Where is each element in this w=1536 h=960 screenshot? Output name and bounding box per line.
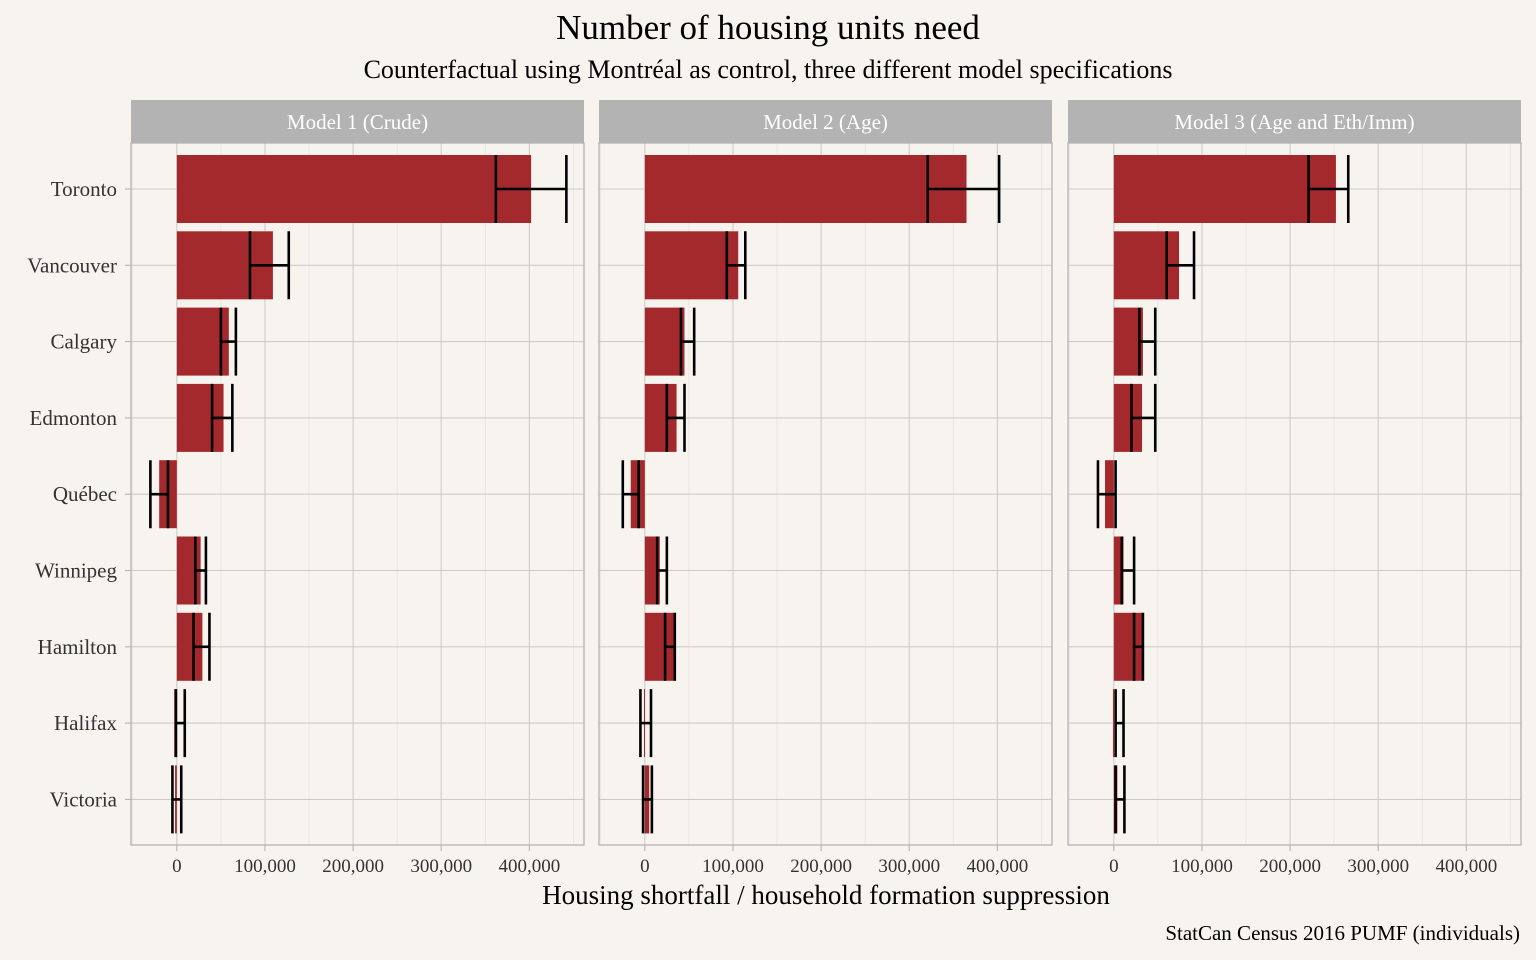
chart-title: Number of housing units need (556, 8, 980, 47)
bar-vancouver (644, 231, 739, 300)
x-tick-label: 400,000 (1435, 856, 1497, 877)
bar-toronto (644, 155, 967, 223)
panel-strip-label: Model 1 (Crude) (287, 110, 428, 134)
x-tick-label: 300,000 (1347, 856, 1409, 877)
bar-calgary (644, 307, 685, 376)
panel-border (598, 142, 1053, 846)
errorbar-winnipeg (1120, 536, 1136, 605)
category-label-halifax: Halifax (54, 711, 117, 735)
category-label-qu-bec: Québec (53, 482, 117, 506)
category-label-calgary: Calgary (51, 330, 118, 354)
errorbar-vancouver (1165, 231, 1196, 300)
x-tick-label: 200,000 (1259, 856, 1321, 877)
errorbar-vancouver (248, 231, 291, 300)
bar-halifax (1112, 689, 1114, 758)
errorbar-toronto (1307, 155, 1350, 223)
x-tick-label: 100,000 (702, 856, 764, 877)
x-tick-label: 0 (172, 856, 182, 877)
errorbar-hamilton (192, 612, 211, 681)
x-tick-label: 0 (640, 856, 650, 877)
errorbar-toronto (494, 155, 568, 223)
panel-strip (599, 100, 1052, 143)
errorbar-victoria (171, 765, 183, 834)
x-tick-label: 300,000 (878, 856, 940, 877)
x-tick-label: 200,000 (322, 856, 384, 877)
errorbar-calgary (219, 307, 238, 376)
bar-calgary (1113, 307, 1143, 376)
category-label-winnipeg: Winnipeg (35, 559, 117, 583)
category-label-vancouver: Vancouver (27, 253, 117, 277)
errorbar-edmonton (665, 383, 686, 452)
errorbar-qu-bec (621, 460, 640, 529)
x-tick-label: 300,000 (410, 856, 472, 877)
x-tick-label: 0 (1109, 856, 1119, 877)
errorbar-victoria (641, 765, 654, 834)
errorbar-winnipeg (655, 536, 669, 605)
x-tick-label: 400,000 (498, 856, 560, 877)
category-label-toronto: Toronto (51, 177, 117, 201)
errorbar-calgary (1138, 307, 1157, 376)
errorbar-calgary (679, 307, 696, 376)
x-tick-label: 100,000 (234, 856, 296, 877)
chart-subtitle: Counterfactual using Montréal as control… (364, 55, 1173, 84)
errorbar-halifax (1114, 689, 1125, 758)
errorbar-halifax (639, 689, 653, 758)
errorbar-hamilton (663, 612, 677, 681)
panel-2: Model 2 (Age) 0 100,000 200,000 300,000 400,0… (598, 100, 1053, 877)
errorbar-vancouver (725, 231, 747, 300)
x-tick-label: 200,000 (790, 856, 852, 877)
errorbar-halifax (174, 689, 187, 758)
facet-panels: Model 1 (Crude) 0 100,000 200,000 300,000 400… (27, 100, 1522, 877)
errorbar-edmonton (210, 383, 234, 452)
errorbar-toronto (926, 155, 1001, 223)
errorbar-hamilton (1132, 612, 1145, 681)
panel-border (1067, 142, 1522, 846)
chart-caption: StatCan Census 2016 PUMF (individuals) (1165, 921, 1520, 945)
panel-strip (131, 100, 584, 143)
errorbar-qu-bec (1096, 460, 1117, 529)
category-label-victoria: Victoria (49, 787, 117, 811)
x-tick-label: 100,000 (1171, 856, 1233, 877)
panel-strip-label: Model 2 (Age) (763, 110, 888, 134)
panel-strip-label: Model 3 (Age and Eth/Imm) (1174, 110, 1414, 134)
x-tick-label: 400,000 (966, 856, 1028, 877)
errorbar-victoria (1114, 765, 1126, 834)
errorbar-winnipeg (194, 536, 208, 605)
panel-1: Model 1 (Crude) 0 100,000 200,000 300,000 400… (130, 100, 585, 877)
bar-toronto (176, 155, 532, 223)
errorbar-qu-bec (149, 460, 170, 529)
bar-winnipeg (1113, 536, 1124, 605)
category-label-edmonton: Edmonton (30, 406, 118, 430)
errorbar-edmonton (1130, 383, 1157, 452)
panel-strip (1068, 100, 1521, 143)
category-label-hamilton: Hamilton (38, 635, 118, 659)
panel-3: Model 3 (Age and Eth/Imm) 0 100,000 200,000… (1067, 100, 1522, 877)
x-axis-label: Housing shortfall / household formation … (542, 880, 1110, 910)
bar-toronto (1113, 155, 1336, 223)
